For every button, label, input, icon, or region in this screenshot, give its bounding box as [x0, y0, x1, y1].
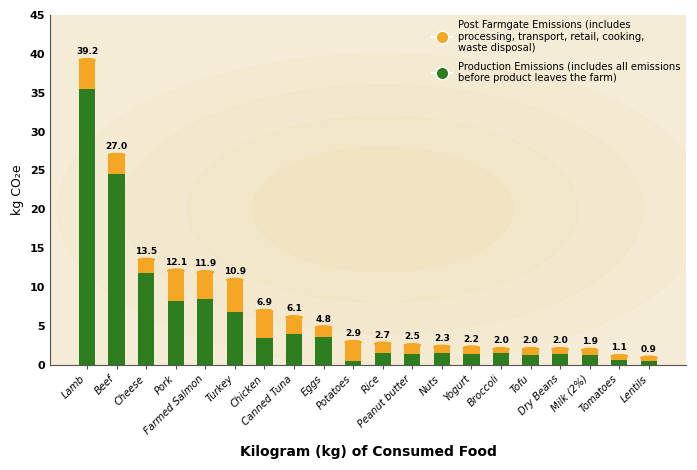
Text: 6.1: 6.1 [286, 305, 302, 313]
Ellipse shape [434, 345, 450, 348]
Text: 2.0: 2.0 [493, 336, 509, 345]
Bar [79, 89, 95, 365]
Text: 2.9: 2.9 [345, 329, 361, 338]
X-axis label: Kilogram (kg) of Consumed Food: Kilogram (kg) of Consumed Food [240, 445, 496, 459]
Ellipse shape [168, 269, 184, 272]
Bar [523, 354, 539, 365]
Bar [168, 271, 184, 301]
Ellipse shape [374, 342, 391, 345]
Text: 2.2: 2.2 [464, 335, 480, 344]
Bar [227, 312, 243, 365]
Text: 2.0: 2.0 [552, 336, 568, 345]
Ellipse shape [641, 356, 657, 359]
Bar [434, 353, 450, 365]
Bar [464, 354, 480, 365]
Text: 1.9: 1.9 [582, 337, 598, 346]
Ellipse shape [581, 348, 598, 352]
Bar [316, 337, 332, 365]
Text: 13.5: 13.5 [135, 247, 158, 256]
Text: 6.9: 6.9 [256, 298, 273, 307]
Ellipse shape [256, 310, 273, 313]
Text: 2.3: 2.3 [434, 334, 450, 343]
Bar [345, 342, 361, 361]
Text: 39.2: 39.2 [76, 47, 98, 56]
Bar [138, 273, 154, 365]
Text: 10.9: 10.9 [224, 267, 246, 276]
Bar [109, 174, 125, 365]
Bar [404, 345, 420, 354]
Text: 2.5: 2.5 [404, 332, 420, 341]
Bar [404, 354, 420, 365]
Bar [79, 60, 95, 89]
Ellipse shape [138, 258, 154, 261]
Bar [641, 361, 657, 365]
Ellipse shape [227, 278, 243, 282]
Text: 11.9: 11.9 [194, 259, 217, 268]
Bar [434, 347, 450, 353]
Ellipse shape [316, 326, 332, 329]
Bar [138, 260, 154, 273]
Text: 1.1: 1.1 [611, 343, 627, 352]
Bar [374, 353, 391, 365]
Bar [197, 298, 213, 365]
Ellipse shape [79, 59, 95, 62]
Bar [611, 360, 627, 365]
Text: 2.7: 2.7 [375, 331, 391, 340]
Bar [197, 272, 213, 298]
Ellipse shape [286, 316, 302, 319]
Text: 2.0: 2.0 [523, 336, 539, 345]
Bar [227, 280, 243, 312]
Ellipse shape [404, 344, 420, 347]
Legend: Post Farmgate Emissions (includes
processing, transport, retail, cooking,
waste : Post Farmgate Emissions (includes proces… [432, 20, 681, 83]
Bar [256, 311, 273, 338]
Bar [316, 328, 332, 337]
Bar [523, 349, 539, 354]
Bar [464, 348, 480, 354]
Bar [168, 301, 184, 365]
Bar [552, 349, 568, 354]
Bar [641, 358, 657, 361]
Bar [286, 317, 302, 334]
Bar [493, 353, 509, 365]
Bar [109, 155, 125, 174]
Ellipse shape [197, 271, 213, 274]
Ellipse shape [109, 153, 125, 157]
Text: 4.8: 4.8 [316, 314, 332, 323]
Text: 12.1: 12.1 [164, 258, 187, 267]
Text: 0.9: 0.9 [641, 345, 657, 354]
Y-axis label: kg CO₂e: kg CO₂e [11, 164, 24, 215]
Ellipse shape [464, 346, 480, 349]
Bar [286, 334, 302, 365]
Ellipse shape [523, 348, 539, 351]
Bar [256, 338, 273, 365]
Bar [552, 354, 568, 365]
Bar [611, 356, 627, 360]
Bar [581, 355, 598, 365]
Bar [493, 349, 509, 353]
Ellipse shape [611, 354, 627, 358]
Bar [374, 344, 391, 353]
Ellipse shape [552, 348, 568, 351]
Bar [345, 361, 361, 365]
Bar [581, 350, 598, 355]
Text: 27.0: 27.0 [105, 142, 128, 151]
Ellipse shape [493, 348, 509, 351]
Ellipse shape [345, 341, 361, 344]
